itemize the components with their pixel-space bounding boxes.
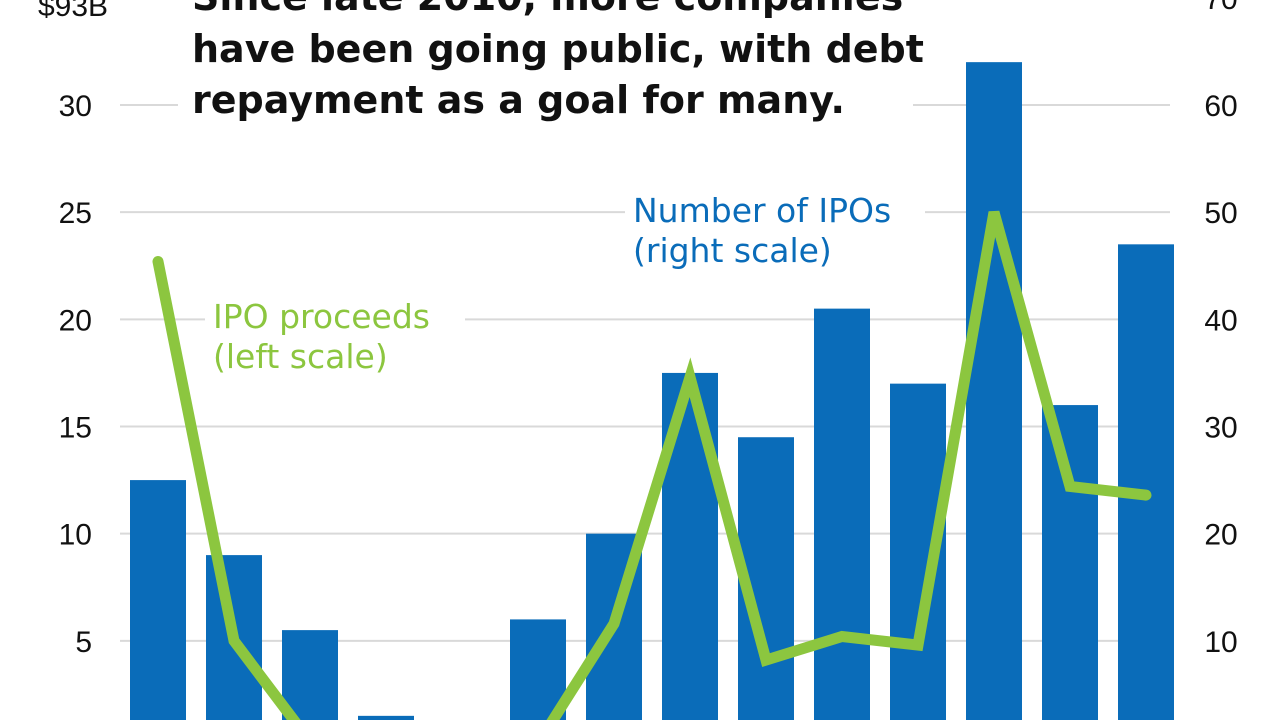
title-background bbox=[178, 0, 913, 112]
ipo-count-bar bbox=[282, 630, 338, 720]
left-tick-label: 5 bbox=[75, 626, 92, 659]
ipo-count-bars bbox=[130, 62, 1174, 720]
left-tick-label: 15 bbox=[59, 412, 92, 445]
ipo-count-label-background bbox=[625, 188, 925, 270]
right-tick-label: 40 bbox=[1204, 304, 1237, 337]
ipo-proceeds-label-line-1: IPO proceeds bbox=[213, 297, 430, 336]
ipo-proceeds-point bbox=[1145, 494, 1147, 496]
ipo-proceeds-label-background bbox=[205, 294, 465, 376]
ipo-count-bar bbox=[130, 480, 186, 720]
right-tick-label: 60 bbox=[1204, 90, 1237, 123]
ipo-proceeds-point bbox=[1069, 486, 1071, 488]
chart-title-line-3: repayment as a goal for many. bbox=[192, 78, 845, 122]
ipo-proceeds-point bbox=[613, 623, 615, 625]
ipo-count-bar bbox=[510, 619, 566, 720]
left-axis-ticks: 5 10 15 20 25 30 bbox=[59, 90, 92, 659]
ipo-proceeds-line bbox=[152, 210, 1152, 720]
ipo-proceeds-point bbox=[233, 640, 235, 642]
left-tick-label: 30 bbox=[59, 90, 92, 123]
ipo-proceeds-point bbox=[765, 659, 767, 661]
left-tick-label: 25 bbox=[59, 197, 92, 230]
left-tick-label: 10 bbox=[59, 519, 92, 552]
ipo-proceeds-point bbox=[917, 644, 919, 646]
right-tick-label: 20 bbox=[1204, 519, 1237, 552]
ipo-count-bar bbox=[1042, 405, 1098, 720]
chart-title-line-2: have been going public, with debt bbox=[192, 27, 924, 71]
ipo-proceeds-point bbox=[841, 636, 843, 638]
ipo-count-bar bbox=[814, 308, 870, 720]
ipo-count-label-line-2: (right scale) bbox=[633, 231, 832, 270]
ipo-proceeds-label-line-2: (left scale) bbox=[213, 337, 388, 376]
ipo-count-bar bbox=[966, 62, 1022, 720]
chart-title-line-1: Since late 2010, more companies bbox=[192, 0, 903, 19]
ipo-proceeds-point bbox=[689, 376, 691, 378]
ipo-proceeds-point bbox=[157, 260, 159, 262]
ipo-proceeds-point bbox=[993, 211, 995, 213]
right-tick-label: 30 bbox=[1204, 412, 1237, 445]
right-tick-label: 10 bbox=[1204, 626, 1237, 659]
right-tick-label: 70 bbox=[1204, 0, 1237, 16]
ipo-count-bar bbox=[358, 715, 414, 720]
ipo-count-label-line-1: Number of IPOs bbox=[633, 191, 891, 230]
left-axis-unit-label: $93B bbox=[38, 0, 108, 23]
ipo-count-bar bbox=[1118, 244, 1174, 720]
right-axis-ticks: 10 20 30 40 50 60 70 bbox=[1204, 0, 1237, 659]
left-tick-label: 20 bbox=[59, 304, 92, 337]
right-tick-label: 50 bbox=[1204, 197, 1237, 230]
